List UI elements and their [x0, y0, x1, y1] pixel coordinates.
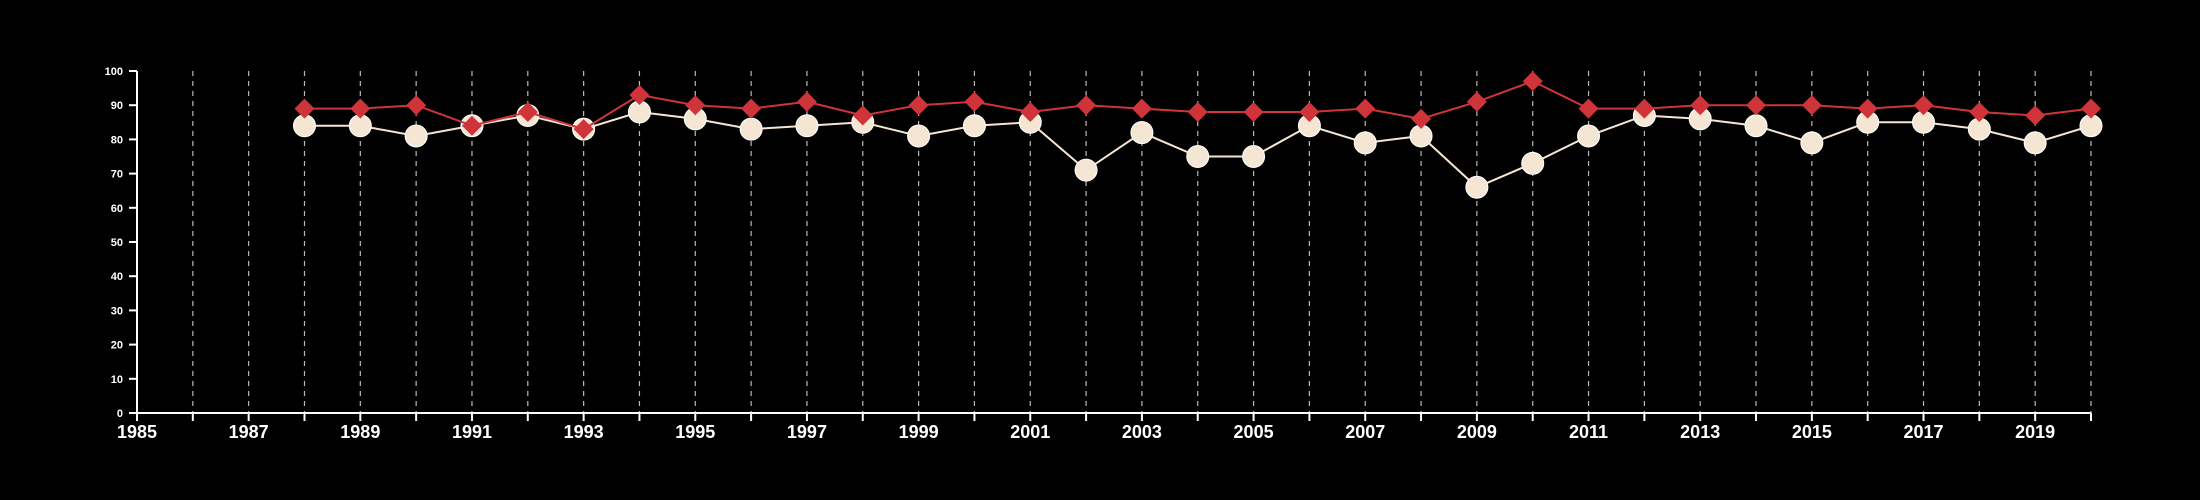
data-point [907, 124, 931, 148]
data-point [1131, 98, 1152, 119]
data-point [1411, 108, 1432, 129]
data-point [1187, 102, 1208, 123]
data-point [1521, 151, 1545, 175]
data-point [685, 95, 706, 116]
data-point [1913, 95, 1934, 116]
data-point [1020, 102, 1041, 123]
x-tick-label: 2009 [1457, 422, 1497, 442]
data-point [1076, 95, 1097, 116]
data-point [795, 114, 819, 138]
data-point [1969, 102, 1990, 123]
data-point [2025, 105, 2046, 126]
y-tick-label: 30 [111, 305, 123, 317]
y-tick-label: 80 [111, 134, 123, 146]
data-point [739, 117, 763, 141]
data-point [573, 119, 594, 140]
data-point [1634, 98, 1655, 119]
x-tick-label: 2011 [1569, 422, 1608, 442]
data-point [1744, 114, 1768, 138]
x-tick-label: 2005 [1234, 422, 1274, 442]
data-point [2023, 131, 2047, 155]
data-point [796, 91, 817, 112]
data-point [908, 95, 929, 116]
series-diamond [294, 71, 2101, 140]
data-point [1074, 158, 1098, 182]
data-point [1355, 98, 1376, 119]
x-tick-label: 2017 [1903, 422, 1943, 442]
x-tick-label: 1987 [229, 422, 269, 442]
y-tick-label: 40 [111, 271, 123, 283]
x-tick-label: 1999 [899, 422, 939, 442]
series-group [292, 71, 2103, 199]
y-tick-label: 20 [111, 340, 123, 352]
x-tick-label: 1997 [787, 422, 827, 442]
x-tick-label: 2019 [2015, 422, 2055, 442]
data-point [1800, 131, 1824, 155]
data-point [2081, 98, 2101, 119]
data-point [1242, 145, 1266, 168]
gridlines [192, 71, 2092, 413]
y-tick-label: 60 [111, 203, 123, 215]
y-tick-label: 50 [111, 237, 123, 249]
y-tick-label: 10 [111, 374, 123, 386]
data-point [1522, 71, 1543, 92]
x-tick-label: 1989 [340, 422, 380, 442]
data-point [1130, 121, 1154, 145]
data-point [350, 98, 371, 119]
data-point [852, 105, 873, 126]
data-point [404, 124, 428, 148]
data-point [461, 115, 482, 136]
x-tick-label: 1995 [675, 422, 715, 442]
data-point [1466, 91, 1487, 112]
data-point [1690, 95, 1711, 116]
x-tick-label: 1993 [564, 422, 604, 442]
data-point [1353, 131, 1377, 155]
data-point [1299, 102, 1320, 123]
data-point [1801, 95, 1822, 116]
y-tick-label: 100 [105, 66, 123, 78]
axes: 0 10 20 30 40 50 60 70 80 90 100 1985 1987 1989 1991 19… [105, 66, 2092, 442]
x-tick-label: 2015 [1792, 422, 1832, 442]
data-point [1577, 124, 1601, 148]
x-tick-label: 2003 [1122, 422, 1162, 442]
data-point [1578, 98, 1599, 119]
data-point [294, 98, 315, 119]
y-tick-label: 0 [117, 408, 123, 420]
y-tick-label: 90 [111, 100, 123, 112]
x-tick-label: 1985 [117, 422, 157, 442]
y-tick-label: 70 [111, 169, 123, 181]
data-point [741, 98, 762, 119]
x-tick-label: 2001 [1010, 422, 1050, 442]
data-point [629, 84, 650, 105]
data-point [1465, 175, 1489, 199]
data-point [962, 114, 986, 138]
x-tick-label: 2007 [1345, 422, 1385, 442]
data-point [1746, 95, 1767, 116]
x-tick-label: 1991 [452, 422, 492, 442]
data-point [1243, 102, 1264, 123]
data-point [517, 102, 538, 123]
series-circle [292, 100, 2103, 199]
data-point [1857, 98, 1878, 119]
data-point [406, 95, 427, 116]
data-point [964, 91, 985, 112]
data-point [1186, 145, 1210, 168]
x-tick-label: 2013 [1680, 422, 1720, 442]
